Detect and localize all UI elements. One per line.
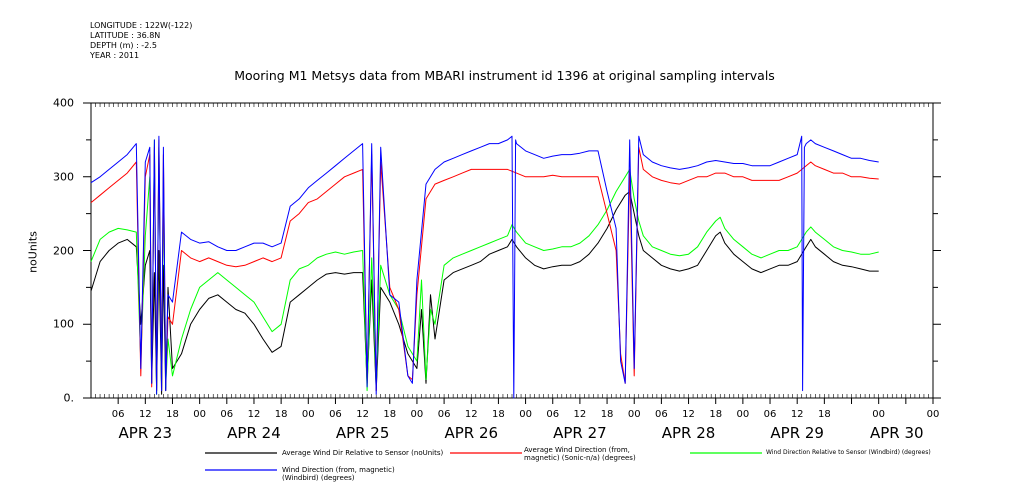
x-tick-label: 00 <box>301 409 315 420</box>
y-tick-label: 400 <box>53 96 74 110</box>
legend-label-black: Average Wind Dir Relative to Sensor (noU… <box>282 449 444 457</box>
y-tick-label: 100 <box>53 317 74 331</box>
x-tick-label: 18 <box>492 409 505 420</box>
series-line-1 <box>90 139 879 392</box>
x-tick-label: 18 <box>274 409 288 420</box>
x-tick-label: 06 <box>437 409 451 420</box>
x-tick-label: 00 <box>627 409 641 420</box>
legend-label-red: Average Wind Direction (from, magnetic) … <box>524 446 636 462</box>
x-tick-label: 06 <box>329 409 342 420</box>
station-metadata: LONGITUDE : 122W(-122) LATITUDE : 36.8N … <box>90 21 192 61</box>
x-tick-label: 00 <box>193 409 207 420</box>
legend-label-blue: Wind Direction (from, magnetic) (Windbir… <box>282 466 395 482</box>
x-day-label: APR 24 <box>227 424 281 442</box>
x-tick-label: 18 <box>709 409 723 420</box>
x-tick-label: 12 <box>573 409 587 420</box>
x-tick-label: 18 <box>600 409 614 420</box>
x-day-label: APR 25 <box>335 424 390 442</box>
latitude-label: LATITUDE : 36.8N <box>90 31 161 40</box>
chart-title: Mooring M1 Metsys data from MBARI instru… <box>234 68 775 83</box>
x-tick-label: 12 <box>464 409 478 420</box>
x-tick-label: 06 <box>111 409 125 420</box>
year-label: YEAR : 2011 <box>90 51 140 60</box>
y-tick-label: 200 <box>53 244 74 257</box>
x-day-label: APR 30 <box>869 424 924 442</box>
x-day-label: APR 26 <box>444 424 499 442</box>
x-tick-label: 00 <box>410 409 424 420</box>
x-tick-label: 12 <box>138 409 152 420</box>
x-tick-label: 18 <box>166 409 179 420</box>
series-line-2 <box>90 139 879 395</box>
x-tick-label: 18 <box>383 409 397 420</box>
x-day-label: APR 29 <box>770 424 824 442</box>
x-tick-label: 06 <box>655 409 668 420</box>
x-day-label: APR 23 <box>118 424 173 442</box>
x-tick-label: 18 <box>817 409 831 420</box>
series-line-0 <box>90 191 879 395</box>
x-tick-label: 06 <box>763 409 777 420</box>
x-tick-label: 00 <box>519 409 532 420</box>
x-tick-label: 12 <box>356 409 369 420</box>
x-tick-label: 00 <box>872 409 886 420</box>
y-tick-label: 300 <box>53 170 74 184</box>
x-tick-label: 12 <box>790 409 804 420</box>
x-tick-label: 06 <box>220 409 234 420</box>
x-tick-label: 06 <box>546 409 560 420</box>
x-tick-label: 00 <box>926 409 940 420</box>
legend-label-green: Wind Direction Relative to Sensor (Windb… <box>766 449 931 456</box>
depth-label: DEPTH (m) : -2.5 <box>90 41 157 50</box>
series-line-3 <box>90 135 879 399</box>
y-tick-label: 0. <box>63 391 75 405</box>
x-tick-label: 12 <box>247 409 261 420</box>
x-day-label: APR 28 <box>661 424 716 442</box>
x-tick-label: 12 <box>682 409 695 420</box>
x-day-label: APR 27 <box>553 424 607 442</box>
longitude-label: LONGITUDE : 122W(-122) <box>90 21 193 30</box>
x-tick-label: 00 <box>736 409 750 420</box>
